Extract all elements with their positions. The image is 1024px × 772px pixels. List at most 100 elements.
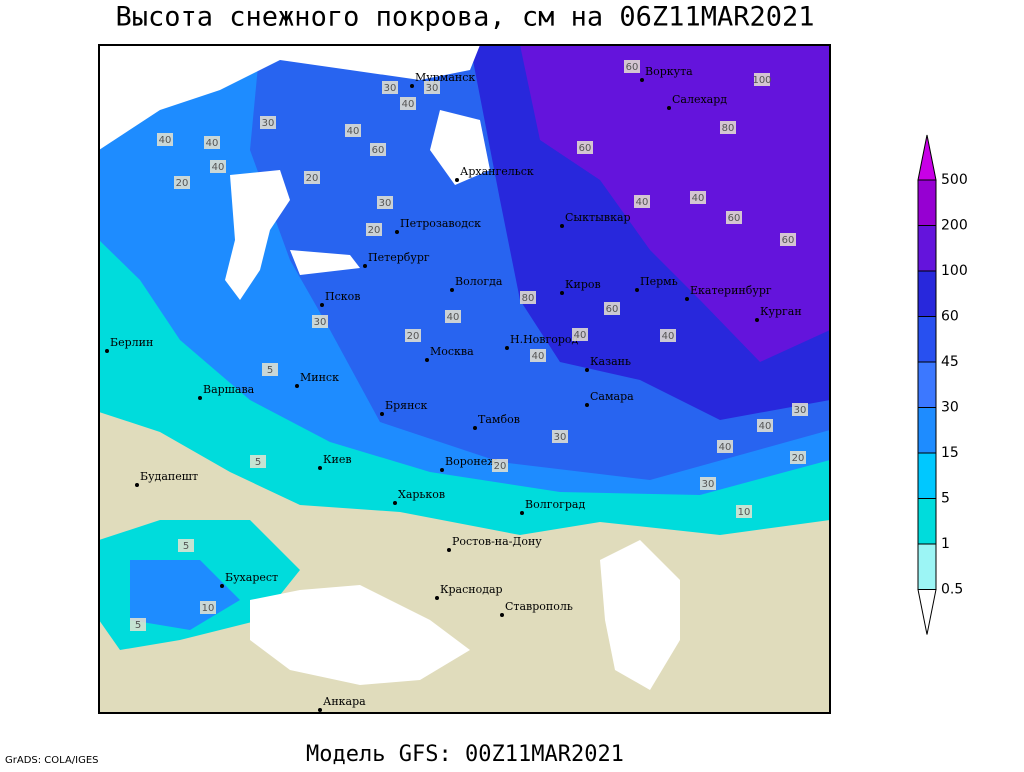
contour-label-box bbox=[377, 196, 393, 209]
contour-label: 40 bbox=[402, 99, 415, 110]
contour-label: 40 bbox=[159, 135, 172, 146]
colorbar-label: 1 bbox=[941, 536, 950, 552]
city-label: Петрозаводск bbox=[400, 217, 481, 230]
city-dot bbox=[667, 106, 671, 110]
city-dot bbox=[318, 708, 322, 712]
contour-label-box bbox=[200, 601, 216, 614]
city-dot bbox=[447, 548, 451, 552]
city-dot bbox=[500, 613, 504, 617]
colorbar-segment bbox=[917, 225, 937, 272]
city-label: Варшава bbox=[203, 383, 255, 396]
contour-label: 80 bbox=[722, 123, 735, 134]
contour-label-box bbox=[424, 81, 440, 94]
contour-label-box bbox=[260, 116, 276, 129]
contour-label-box bbox=[157, 133, 173, 146]
colorbar-bottom bbox=[917, 589, 937, 635]
contour-label-box bbox=[250, 455, 266, 468]
city-label: Воронеж bbox=[445, 455, 497, 468]
city-label: Н.Новгород bbox=[510, 333, 579, 346]
contour-label-box bbox=[178, 539, 194, 552]
contour-label-box bbox=[304, 171, 320, 184]
contour-label-box bbox=[700, 477, 716, 490]
city-label: Вологда bbox=[455, 275, 503, 288]
contour-label-box bbox=[577, 141, 593, 154]
city-dot bbox=[473, 426, 477, 430]
contour-label: 30 bbox=[384, 83, 397, 94]
contour-label: 80 bbox=[522, 293, 535, 304]
map bbox=[98, 44, 831, 714]
contour-label: 40 bbox=[447, 312, 460, 323]
city-dot bbox=[320, 303, 324, 307]
contour-label: 5 bbox=[183, 541, 189, 552]
colorbar-label: 100 bbox=[941, 263, 968, 279]
contour-label: 30 bbox=[794, 405, 807, 416]
colorbar-segment bbox=[917, 316, 937, 363]
city-dot bbox=[640, 78, 644, 82]
contour-label: 20 bbox=[176, 178, 189, 189]
city-dot bbox=[560, 224, 564, 228]
contour-label-box bbox=[174, 176, 190, 189]
contour-label: 40 bbox=[759, 421, 772, 432]
colorbar-label: 200 bbox=[941, 218, 968, 234]
city-label: Берлин bbox=[110, 336, 153, 349]
contour-label: 40 bbox=[692, 193, 705, 204]
city-label: Псков bbox=[325, 290, 360, 303]
contour-label: 40 bbox=[574, 330, 587, 341]
city-label: Архангельск bbox=[460, 165, 534, 178]
city-label: Пермь bbox=[640, 275, 678, 288]
contour-label-box bbox=[634, 195, 650, 208]
colorbar-segment bbox=[917, 543, 937, 590]
city-label: Петербург bbox=[368, 251, 430, 264]
contour-label-box bbox=[780, 233, 796, 246]
contour-label: 30 bbox=[262, 118, 275, 129]
contour-label: 60 bbox=[579, 143, 592, 154]
contour-label: 40 bbox=[206, 138, 219, 149]
city-label: Воркута bbox=[645, 65, 693, 78]
city-dot bbox=[380, 412, 384, 416]
city-dot bbox=[755, 318, 759, 322]
contour-label-box bbox=[445, 310, 461, 323]
city-labels: Мурманск Воркута Салехард Архангельск Сыктыв… bbox=[105, 65, 802, 712]
contour-label: 40 bbox=[636, 197, 649, 208]
city-dot bbox=[295, 384, 299, 388]
city-label: Будапешт bbox=[140, 470, 198, 483]
contour-label-box bbox=[790, 451, 806, 464]
colorbar-label: 500 bbox=[941, 172, 968, 188]
contour-label-box bbox=[792, 403, 808, 416]
contour-label-box bbox=[345, 124, 361, 137]
city-label: Харьков bbox=[398, 488, 445, 501]
city-dot bbox=[220, 584, 224, 588]
contour-label-box bbox=[130, 618, 146, 631]
contour-label: 30 bbox=[426, 83, 439, 94]
contour-label: 40 bbox=[532, 351, 545, 362]
contour-label: 20 bbox=[494, 461, 507, 472]
city-label: Краснодар bbox=[440, 583, 503, 596]
city-dot bbox=[450, 288, 454, 292]
colorbar-segment bbox=[917, 407, 937, 454]
contour-label: 5 bbox=[135, 620, 141, 631]
contour-label: 5 bbox=[255, 457, 261, 468]
colorbar-label: 30 bbox=[941, 400, 959, 416]
colorbar-top bbox=[917, 134, 937, 181]
city-label: Волгоград bbox=[525, 498, 585, 511]
colorbar-label: 5 bbox=[941, 491, 950, 507]
city-dot bbox=[585, 368, 589, 372]
colorbar-segment bbox=[917, 270, 937, 317]
contour-label-box bbox=[754, 73, 770, 86]
city-dot bbox=[455, 178, 459, 182]
city-dot bbox=[585, 403, 589, 407]
city-label: Минск bbox=[300, 371, 339, 384]
city-label: Брянск bbox=[385, 399, 428, 412]
city-dot bbox=[105, 349, 109, 353]
city-dot bbox=[395, 230, 399, 234]
contour-label: 60 bbox=[372, 145, 385, 156]
city-dot bbox=[318, 466, 322, 470]
city-label: Киров bbox=[565, 278, 601, 291]
contour-labels: 40 40 30 20 40 60 100 60 80 30 30 20 40 20 40 30 40 60 60 4… bbox=[130, 60, 808, 631]
contour-label-box bbox=[757, 419, 773, 432]
city-dot bbox=[393, 501, 397, 505]
city-label: Мурманск bbox=[415, 71, 475, 84]
city-dot bbox=[198, 396, 202, 400]
contour-label: 20 bbox=[368, 225, 381, 236]
